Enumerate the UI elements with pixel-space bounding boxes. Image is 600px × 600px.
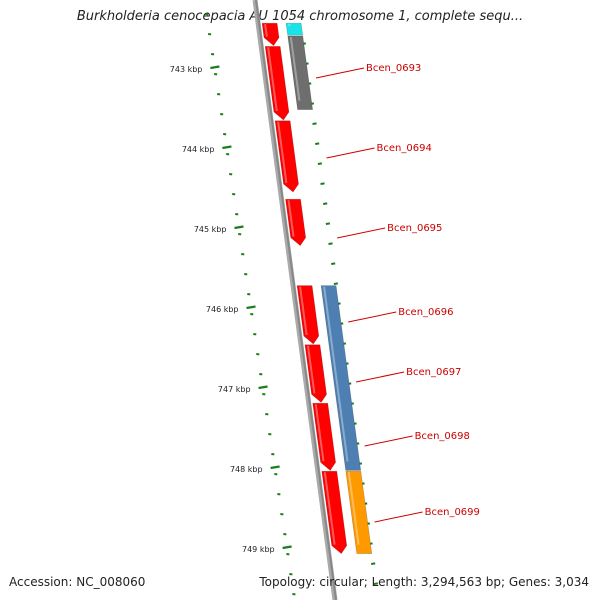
gene-label[interactable]: Bcen_0697 [406,367,461,378]
outer-tick [373,582,378,585]
outer-tick [315,142,320,145]
feature-highlight [314,404,325,462]
feature-highlight [264,24,268,37]
outer-tick [323,202,328,205]
major-tick [270,465,280,470]
gene-leader-line [315,67,365,79]
gene-leader-line [374,511,423,523]
feature-highlight [287,200,295,237]
backbone-core [255,0,337,600]
feature-highlight [299,286,308,336]
gene-leader-line [337,227,386,239]
topology-summary: Topology: circular; Length: 3,294,563 bp… [259,575,589,589]
feature-block [345,470,373,554]
cds-arrow [296,285,320,345]
tick-label: 744 kbp [182,145,215,154]
outer-tick [331,262,336,265]
cds-arrow [261,22,280,47]
feature-highlight [323,472,336,545]
cds-arrow [264,46,290,121]
tick-label: 746 kbp [206,305,239,314]
outer-tick [371,562,376,565]
cds-arrow [274,120,299,193]
feature-block [285,22,304,36]
tick-label: 747 kbp [218,385,251,394]
outer-tick [312,122,317,125]
major-tick [210,65,220,70]
feature-highlight [306,345,316,394]
cds-arrow [321,470,348,555]
tick-label: 749 kbp [242,545,275,554]
tick-label: 745 kbp [194,225,227,234]
feature-highlight [347,472,360,545]
gene-label[interactable]: Bcen_0698 [415,431,470,442]
gene-leader-line [364,435,413,447]
gene-label[interactable]: Bcen_0696 [398,307,453,318]
major-tick [246,305,256,310]
gene-labels: Bcen_0693 Bcen_0694 Bcen_0695 Bcen_0696 Bcen… [315,63,480,523]
gene-leader-line [348,311,397,323]
gene-leader-line [326,147,375,159]
outer-tick [320,182,325,185]
cds-arrow [285,198,306,247]
accession-text: Accession: NC_008060 [9,575,146,589]
feature-highlight [277,121,288,184]
feature-highlight [289,36,301,101]
feature-tracks [261,22,373,555]
gene-label[interactable]: Bcen_0699 [425,507,480,518]
gene-label[interactable]: Bcen_0693 [366,63,421,74]
outer-tick [333,282,339,285]
map-title: Burkholderia cenocepacia AU 1054 chromos… [76,9,524,24]
major-tick [234,225,244,230]
major-tick [258,385,268,390]
gene-label[interactable]: Bcen_0694 [377,143,432,154]
cds-arrow [312,402,336,471]
feature-highlight [323,286,349,462]
cds-arrow [304,344,327,403]
tick-label: 748 kbp [230,465,263,474]
feature-block [287,35,313,110]
feature-block [320,285,362,471]
major-tick [282,545,292,550]
outer-tick [328,242,333,245]
gene-label[interactable]: Bcen_0695 [387,223,442,234]
gene-leader-line [356,371,405,383]
outer-tick [325,222,331,225]
major-tick [222,145,232,150]
outer-tick [317,162,323,165]
tick-label: 743 kbp [170,65,203,74]
backbone-layer [252,0,338,600]
feature-highlight [267,47,278,112]
